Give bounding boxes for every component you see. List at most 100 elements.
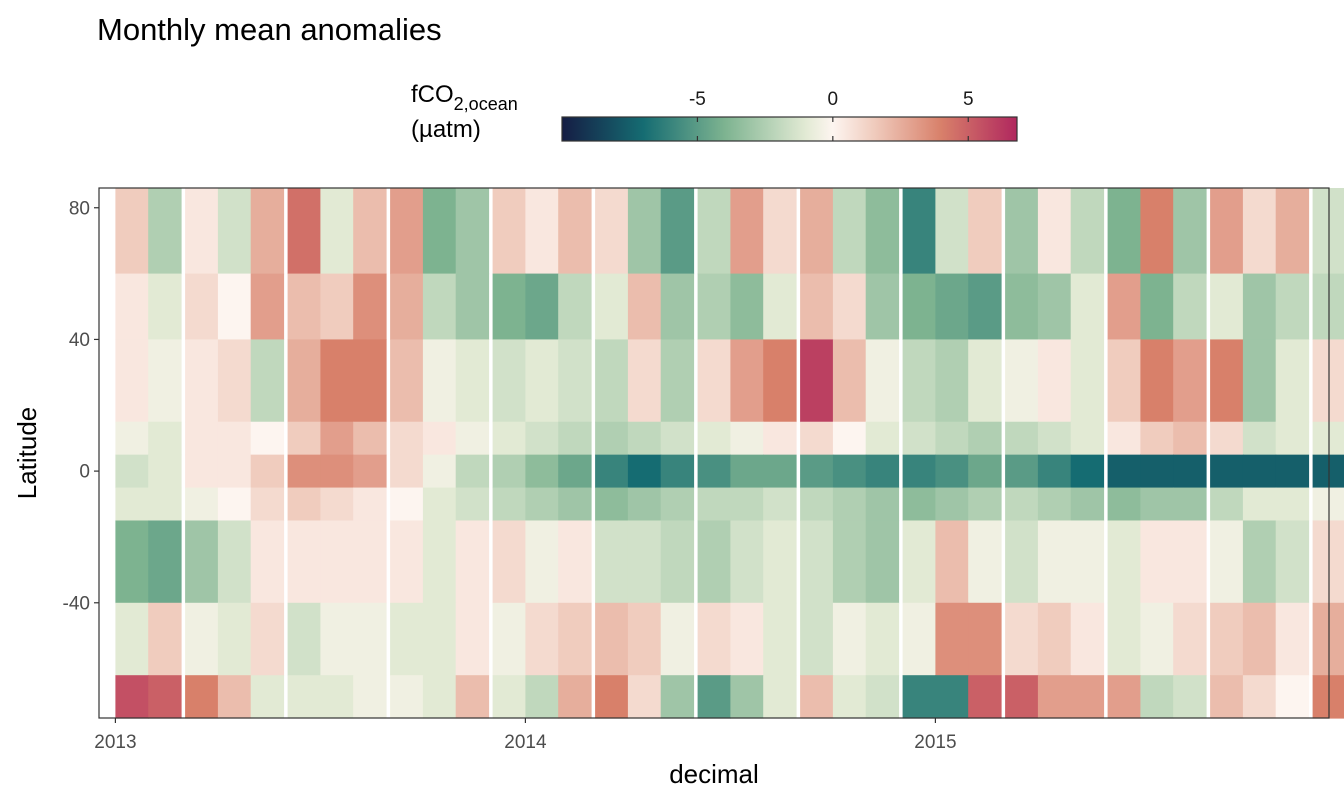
heatmap-cell <box>800 454 834 489</box>
heatmap-cell <box>1173 602 1207 676</box>
heatmap-cell <box>1275 339 1310 423</box>
heatmap-cell <box>1005 421 1039 456</box>
heatmap-cell <box>455 520 490 604</box>
heatmap-cell <box>422 520 457 604</box>
heatmap-cell <box>390 602 424 676</box>
heatmap-cell <box>287 273 321 341</box>
heatmap-cell <box>1005 339 1039 423</box>
heatmap-cell <box>492 520 526 604</box>
heatmap-cell <box>1037 421 1072 456</box>
heatmap-cell <box>1312 675 1344 719</box>
heatmap-cell <box>902 487 936 522</box>
heatmap-cell <box>1275 273 1310 341</box>
heatmap-cell <box>968 339 1002 423</box>
heatmap-cell <box>763 602 797 676</box>
heatmap-cell <box>800 188 834 275</box>
heatmap-cell <box>1140 454 1174 489</box>
chart-title: Monthly mean anomalies <box>97 12 442 47</box>
heatmap-cell <box>390 675 424 719</box>
heatmap-cell <box>595 188 629 275</box>
heatmap-cell <box>390 421 424 456</box>
heatmap-cell <box>353 273 387 341</box>
heatmap-cell <box>1037 487 1072 522</box>
heatmap-cell <box>697 188 731 275</box>
legend-unit: (µatm) <box>411 116 481 143</box>
heatmap-cell <box>627 188 662 275</box>
heatmap-cell <box>217 339 252 423</box>
heatmap-cell <box>832 421 867 456</box>
heatmap-cell <box>935 602 969 676</box>
heatmap-cell <box>217 602 252 676</box>
heatmap-cell <box>1037 675 1072 719</box>
x-tick-label: 2013 <box>94 732 136 753</box>
heatmap-cell <box>1140 520 1174 604</box>
heatmap-cell <box>763 454 797 489</box>
legend-title-main: fCO <box>411 81 454 108</box>
heatmap-cell <box>865 339 900 423</box>
heatmap-cell <box>1275 675 1310 719</box>
heatmap-cell <box>935 520 969 604</box>
heatmap-cell <box>185 454 219 489</box>
heatmap-cell <box>800 339 834 423</box>
heatmap-cell <box>148 188 182 275</box>
heatmap-cell <box>1173 188 1207 275</box>
heatmap-cell <box>115 520 149 604</box>
heatmap-cell <box>1037 602 1072 676</box>
heatmap-cell <box>1070 520 1105 604</box>
heatmap-cell <box>422 602 457 676</box>
heatmap-cell <box>525 273 559 341</box>
heatmap-cell <box>320 339 354 423</box>
heatmap-cell <box>320 454 354 489</box>
heatmap-cell <box>1037 520 1072 604</box>
heatmap-cell <box>492 421 526 456</box>
heatmap-cell <box>1312 520 1344 604</box>
heatmap-cell <box>353 454 387 489</box>
heatmap-cell <box>595 675 629 719</box>
heatmap-cell <box>1242 675 1277 719</box>
heatmap-cell <box>1312 421 1344 456</box>
heatmap-cell <box>1312 602 1344 676</box>
heatmap-cell <box>185 602 219 676</box>
heatmap-cell <box>217 421 252 456</box>
heatmap-cell <box>1210 188 1244 275</box>
heatmap-cell <box>1173 520 1207 604</box>
heatmap-cell <box>353 188 387 275</box>
heatmap-cell <box>865 487 900 522</box>
x-tick-label: 2014 <box>504 732 547 753</box>
heatmap-cell <box>865 520 900 604</box>
heatmap-cell <box>1312 188 1344 275</box>
heatmap-cell <box>832 487 867 522</box>
heatmap-cell <box>1070 487 1105 522</box>
heatmap-cell <box>627 520 662 604</box>
heatmap-cell <box>1107 273 1141 341</box>
heatmap-cell <box>422 339 457 423</box>
heatmap-cell <box>902 454 936 489</box>
heatmap-cell <box>1140 339 1174 423</box>
heatmap-cell <box>627 339 662 423</box>
heatmap-cell <box>287 454 321 489</box>
heatmap-cell <box>1070 602 1105 676</box>
heatmap-cell <box>902 602 936 676</box>
heatmap-cell <box>660 454 695 489</box>
heatmap-cell <box>660 602 695 676</box>
heatmap-cell <box>968 188 1002 275</box>
heatmap-cell <box>320 675 354 719</box>
heatmap-cell <box>558 188 592 275</box>
heatmap-cell <box>217 487 252 522</box>
heatmap-cell <box>115 602 149 676</box>
heatmap-cell <box>353 675 387 719</box>
heatmap-cell <box>595 602 629 676</box>
heatmap-cell <box>935 675 969 719</box>
heatmap-cell <box>902 675 936 719</box>
heatmap-cell <box>353 339 387 423</box>
heatmap-cell <box>217 454 252 489</box>
heatmap-cell <box>185 487 219 522</box>
heatmap-cell <box>1140 188 1174 275</box>
colorbar-tick-label: 0 <box>828 89 839 110</box>
heatmap-cell <box>558 602 592 676</box>
heatmap-cell <box>1140 602 1174 676</box>
heatmap-cell <box>1173 675 1207 719</box>
heatmap-cell <box>185 188 219 275</box>
heatmap-cell <box>1275 602 1310 676</box>
heatmap-cell <box>627 675 662 719</box>
